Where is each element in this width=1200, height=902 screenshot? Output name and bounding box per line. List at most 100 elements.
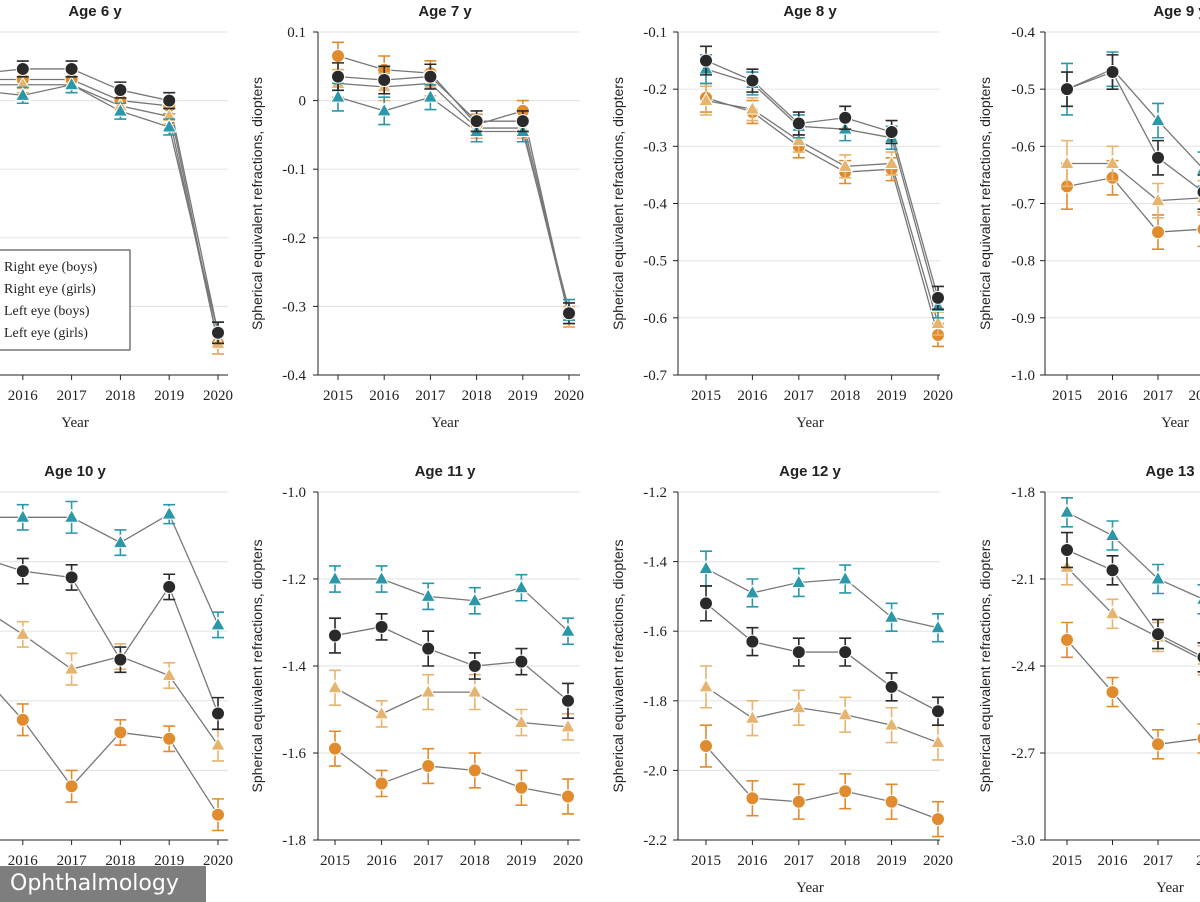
x-tick-label: 2019 xyxy=(154,388,184,404)
x-tick-label: 2015 xyxy=(320,853,350,869)
x-tick-label: 2016 xyxy=(369,388,400,404)
panel-title: Age 11 y xyxy=(415,463,477,480)
x-tick-label: 2018 xyxy=(462,388,492,404)
panel-4: -0.4 -0.5 -0.6 -0.7 -0.8 -0.9 -1.0 2015 2016 2017… xyxy=(977,3,1200,431)
y-tick-label: -0.4 xyxy=(282,368,306,384)
y-tick-label: -0.8 xyxy=(1011,254,1035,270)
data-point xyxy=(1105,685,1120,700)
data-point xyxy=(423,69,438,84)
data-point xyxy=(376,102,393,117)
data-point xyxy=(14,86,31,101)
data-point xyxy=(931,704,945,719)
legend-entry: Right eye (girls) xyxy=(4,282,96,297)
y-tick-label: -0.3 xyxy=(282,299,306,315)
series-line xyxy=(0,68,219,333)
data-point xyxy=(466,592,483,607)
legend-entry: Right eye (boys) xyxy=(4,260,98,275)
panel-5: 2016 2017 2018 2019 2020 Age 10 y xyxy=(0,463,233,869)
data-point xyxy=(63,660,80,675)
data-point xyxy=(744,584,761,599)
y-axis-label: Spherical equivalent refractions, diopte… xyxy=(977,540,993,793)
y-tick-label: -0.6 xyxy=(643,311,667,327)
data-point xyxy=(373,705,390,720)
series-line xyxy=(1066,549,1200,657)
data-point xyxy=(211,325,225,340)
data-point xyxy=(699,739,713,754)
x-tick-label: 2020 xyxy=(923,853,953,869)
y-tick-label: -2.4 xyxy=(1011,659,1035,675)
y-tick-label: -1.4 xyxy=(282,659,306,675)
data-point xyxy=(469,114,484,129)
y-axis-label: Spherical equivalent refractions, diopte… xyxy=(249,77,265,330)
data-point xyxy=(698,678,714,693)
data-point xyxy=(791,794,806,809)
series-line xyxy=(334,626,569,702)
legend-box xyxy=(0,249,131,351)
data-point xyxy=(930,619,946,634)
data-point xyxy=(745,73,760,88)
data-point xyxy=(211,706,225,721)
data-point xyxy=(373,570,390,585)
data-point xyxy=(560,718,576,733)
y-tick-label: -1.4 xyxy=(643,555,667,571)
data-point xyxy=(837,157,854,172)
data-point xyxy=(331,49,345,64)
data-point xyxy=(744,100,761,115)
data-point xyxy=(1151,737,1165,752)
series-line xyxy=(0,84,219,333)
series-line xyxy=(337,55,570,317)
data-point xyxy=(837,570,854,585)
panel-title: Age 10 y xyxy=(44,463,106,480)
series-line xyxy=(0,78,219,344)
data-point xyxy=(698,560,714,575)
data-point xyxy=(210,616,226,631)
data-point xyxy=(1196,732,1200,745)
data-point xyxy=(744,709,761,724)
data-point xyxy=(838,110,853,125)
data-point xyxy=(467,659,482,673)
y-tick-label: -3.0 xyxy=(1011,833,1035,849)
x-tick-label: 2020 xyxy=(554,388,584,404)
data-point xyxy=(1104,605,1121,620)
series-line xyxy=(337,82,570,317)
x-tick-label: 2019 xyxy=(877,388,907,404)
y-tick-label: -0.5 xyxy=(1011,82,1035,98)
x-tick-label: 2017 xyxy=(413,853,444,869)
x-tick-label: 2018 xyxy=(830,388,860,404)
data-point xyxy=(884,794,899,809)
data-point xyxy=(63,76,80,91)
series-line xyxy=(1067,162,1200,202)
x-tick-label: 2020 xyxy=(203,388,233,404)
series-line xyxy=(705,99,939,324)
y-tick-label: -1.8 xyxy=(282,833,306,849)
data-point xyxy=(791,645,806,660)
data-point xyxy=(931,290,945,305)
data-point xyxy=(162,93,177,108)
data-point xyxy=(14,508,31,523)
x-tick-label: 2016 xyxy=(8,388,39,404)
panel-6: -1.0 -1.2 -1.4 -1.6 -1.8 2015 2016 2017 2018 2019… xyxy=(249,463,583,869)
x-tick-label: 2017 xyxy=(57,853,88,869)
series-line xyxy=(0,513,219,626)
x-tick-label: 20 xyxy=(1196,853,1200,869)
data-point xyxy=(883,608,900,623)
data-point xyxy=(1195,597,1200,605)
x-axis-label: Year xyxy=(431,415,459,431)
series-line xyxy=(705,686,939,744)
y-tick-label: -0.7 xyxy=(1011,197,1035,213)
x-tick-label: 2020 xyxy=(923,388,953,404)
data-point xyxy=(514,654,529,669)
y-tick-label: -1.2 xyxy=(643,485,667,501)
x-axis-label: Year xyxy=(1156,880,1184,896)
data-point xyxy=(513,714,530,729)
data-point xyxy=(211,807,225,822)
data-point xyxy=(210,736,226,751)
y-tick-label: -2.1 xyxy=(1011,572,1035,588)
series-line xyxy=(334,748,569,798)
panel-title: Age 6 y xyxy=(68,3,122,20)
data-point xyxy=(790,132,807,147)
y-tick-label: 0 xyxy=(299,94,307,110)
data-point xyxy=(113,83,128,98)
x-tick-label: 2020 xyxy=(203,853,233,869)
